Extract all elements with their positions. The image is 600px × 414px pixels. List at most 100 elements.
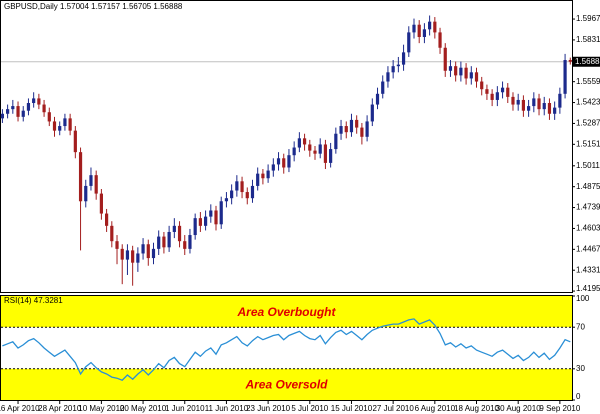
candle-body: [21, 110, 25, 117]
candle-body: [136, 253, 140, 263]
candle-body: [188, 235, 192, 249]
candle-body: [219, 201, 223, 225]
candle-body: [433, 21, 437, 33]
candle-body: [37, 98, 41, 105]
candle-body: [162, 236, 166, 248]
candle-body: [224, 198, 229, 202]
candle-body: [250, 185, 255, 199]
candle-body: [454, 66, 458, 76]
candle-body: [292, 147, 296, 156]
zone-label: Area Overbought: [236, 305, 336, 319]
candle-body: [78, 152, 83, 202]
candle-body: [506, 87, 510, 97]
x-tick-label: 28 Apr 2010: [38, 404, 82, 413]
candle-body: [474, 72, 479, 82]
candle-body: [198, 218, 202, 226]
candle-body: [115, 241, 119, 249]
candle-body: [261, 173, 265, 179]
candle-body: [99, 193, 103, 214]
candle-body: [63, 118, 67, 127]
candle-body: [73, 130, 77, 153]
candle-body: [89, 175, 93, 186]
y-tick-label: 1.58310: [576, 35, 600, 44]
candle-body: [553, 107, 557, 114]
candle-body: [256, 173, 260, 186]
zone: [1, 368, 572, 400]
candle-body: [339, 126, 343, 134]
candle-body: [209, 210, 213, 217]
y-tick-label: 1.59670: [576, 14, 600, 23]
candle-body: [105, 213, 109, 226]
candle-body: [495, 92, 499, 100]
candle-body: [355, 119, 359, 128]
candle-body: [58, 126, 62, 131]
candle-body: [558, 93, 562, 108]
candle-body: [193, 218, 197, 236]
x-tick-label: 16 Apr 2010: [0, 404, 40, 413]
candle-body: [167, 231, 171, 248]
candle-body: [344, 126, 348, 133]
candle-body: [422, 29, 427, 38]
candle-body: [360, 127, 364, 137]
candle-body: [329, 149, 333, 163]
candle-body: [282, 158, 286, 168]
y-tick-label: 1.52870: [576, 119, 600, 128]
candle-body: [302, 138, 307, 145]
candle-body: [532, 98, 536, 107]
candle-body: [323, 144, 328, 163]
candle-body: [365, 121, 369, 137]
candle-body: [177, 225, 182, 242]
candle-body: [120, 248, 124, 260]
candle-body: [297, 138, 301, 148]
candle-body: [448, 66, 453, 71]
candle-body: [537, 98, 541, 110]
candle-body: [235, 181, 239, 191]
candle-body: [412, 24, 416, 33]
y-tick-label: 1.51510: [576, 139, 600, 148]
candle-body: [47, 112, 51, 122]
candle-body: [308, 144, 312, 151]
candle-body: [16, 106, 20, 117]
candle-body: [527, 106, 531, 111]
x-tick-label: 20 May 2010: [120, 404, 167, 413]
candle-body: [42, 104, 46, 113]
candle-body: [443, 47, 447, 71]
candle-body: [542, 103, 546, 110]
candle-body: [417, 24, 421, 38]
candle-body: [428, 21, 432, 30]
candle-body: [84, 185, 88, 202]
candle-body: [52, 121, 57, 131]
candle-body: [287, 155, 291, 168]
y-tick-label: 1.46030: [576, 224, 600, 233]
candle-body: [438, 32, 442, 48]
candle-body: [32, 98, 36, 104]
candle-body: [245, 192, 249, 199]
candle-body: [266, 170, 270, 179]
candle-body: [349, 119, 354, 133]
y-tick-label: 70: [576, 322, 585, 331]
candle-body: [313, 150, 317, 154]
y-tick-label: 1.55590: [576, 77, 600, 86]
y-tick-label: 1.47390: [576, 203, 600, 212]
last-price-box: [573, 56, 600, 67]
candle-body: [110, 225, 114, 242]
x-tick-label: 27 Jul 2010: [372, 404, 414, 413]
last-price-label: 1.56888: [575, 57, 600, 66]
candle-body: [141, 244, 145, 254]
x-tick-label: 6 Aug 2010: [415, 404, 456, 413]
x-tick-label: 1 Jun 2010: [165, 404, 205, 413]
candle-body: [469, 72, 473, 79]
candle-body: [547, 103, 552, 114]
candle-body: [386, 72, 390, 82]
candle-body: [480, 81, 484, 90]
price-panel: [0, 0, 573, 293]
y-tick-label: 100: [576, 294, 590, 303]
candle-body: [568, 59, 572, 62]
candle-body: [396, 64, 400, 67]
x-tick-label: 5 Jul 2010: [291, 404, 328, 413]
candle-body: [151, 248, 156, 259]
x-tick-label: 10 May 2010: [78, 404, 125, 413]
candle-body: [407, 32, 411, 53]
